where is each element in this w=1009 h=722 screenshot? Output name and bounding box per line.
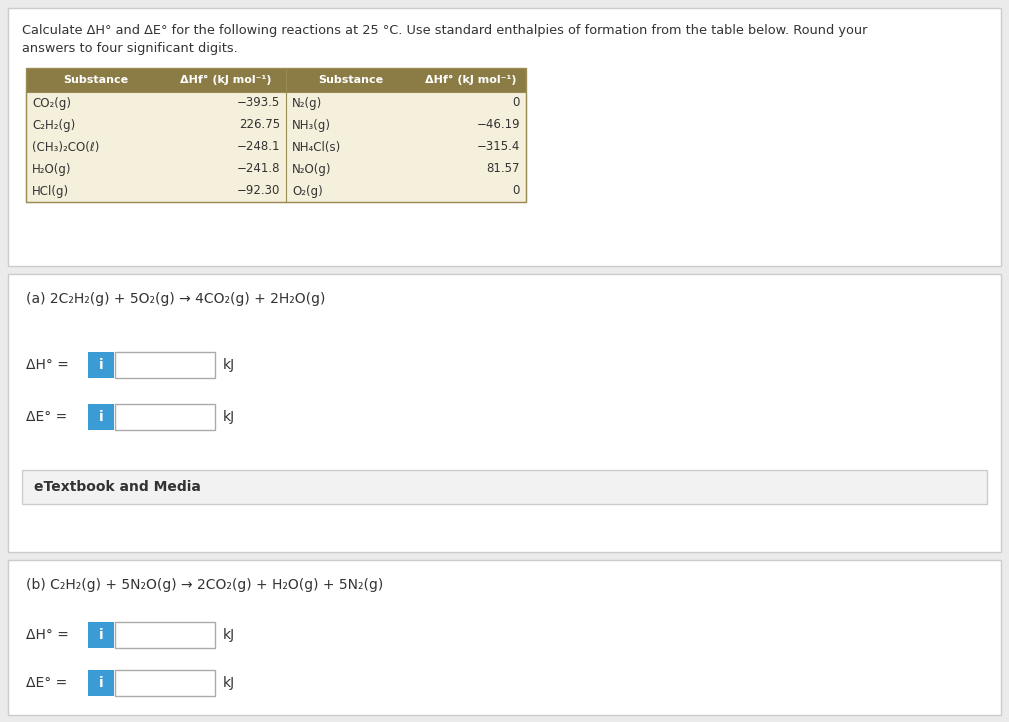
Text: Substance: Substance bbox=[319, 75, 383, 85]
Text: ΔE° =: ΔE° = bbox=[26, 676, 68, 690]
Text: Substance: Substance bbox=[64, 75, 128, 85]
Text: H₂O(g): H₂O(g) bbox=[32, 162, 72, 175]
Bar bbox=[26, 68, 526, 92]
Bar bbox=[26, 68, 526, 202]
Text: 0: 0 bbox=[513, 185, 520, 198]
Text: Calculate ΔH° and ΔE° for the following reactions at 25 °C. Use standard enthalp: Calculate ΔH° and ΔE° for the following … bbox=[22, 24, 868, 37]
Bar bbox=[115, 352, 215, 378]
Text: −393.5: −393.5 bbox=[237, 97, 281, 110]
Text: −46.19: −46.19 bbox=[476, 118, 520, 131]
Text: −248.1: −248.1 bbox=[236, 141, 281, 154]
Text: HCl(g): HCl(g) bbox=[32, 185, 70, 198]
Text: N₂O(g): N₂O(g) bbox=[292, 162, 332, 175]
Bar bbox=[8, 274, 1001, 552]
Text: ΔE° =: ΔE° = bbox=[26, 410, 68, 424]
Text: −92.30: −92.30 bbox=[237, 185, 281, 198]
Text: kJ: kJ bbox=[223, 628, 235, 642]
Text: (a) 2C₂H₂(g) + 5O₂(g) → 4CO₂(g) + 2H₂O(g): (a) 2C₂H₂(g) + 5O₂(g) → 4CO₂(g) + 2H₂O(g… bbox=[26, 292, 325, 306]
Bar bbox=[88, 352, 114, 378]
Text: i: i bbox=[99, 676, 103, 690]
Bar bbox=[22, 470, 987, 504]
Text: eTextbook and Media: eTextbook and Media bbox=[34, 480, 201, 494]
Text: −241.8: −241.8 bbox=[236, 162, 281, 175]
Text: 81.57: 81.57 bbox=[486, 162, 520, 175]
Text: (b) C₂H₂(g) + 5N₂O(g) → 2CO₂(g) + H₂O(g) + 5N₂(g): (b) C₂H₂(g) + 5N₂O(g) → 2CO₂(g) + H₂O(g)… bbox=[26, 578, 383, 592]
Text: 226.75: 226.75 bbox=[239, 118, 281, 131]
Text: NH₄Cl(s): NH₄Cl(s) bbox=[292, 141, 341, 154]
Bar bbox=[88, 622, 114, 648]
Bar bbox=[8, 8, 1001, 266]
Text: kJ: kJ bbox=[223, 676, 235, 690]
Text: answers to four significant digits.: answers to four significant digits. bbox=[22, 42, 238, 55]
Text: N₂(g): N₂(g) bbox=[292, 97, 322, 110]
Text: i: i bbox=[99, 410, 103, 424]
Bar bbox=[88, 670, 114, 696]
Text: kJ: kJ bbox=[223, 358, 235, 372]
Text: ΔH° =: ΔH° = bbox=[26, 358, 69, 372]
Text: kJ: kJ bbox=[223, 410, 235, 424]
Text: 0: 0 bbox=[513, 97, 520, 110]
Bar bbox=[26, 92, 526, 202]
Text: ΔHf° (kJ mol⁻¹): ΔHf° (kJ mol⁻¹) bbox=[425, 75, 517, 85]
Text: i: i bbox=[99, 358, 103, 372]
Text: O₂(g): O₂(g) bbox=[292, 185, 323, 198]
Text: i: i bbox=[99, 628, 103, 642]
Text: C₂H₂(g): C₂H₂(g) bbox=[32, 118, 76, 131]
Bar bbox=[115, 622, 215, 648]
Bar bbox=[88, 404, 114, 430]
Text: ΔHf° (kJ mol⁻¹): ΔHf° (kJ mol⁻¹) bbox=[181, 75, 271, 85]
Text: NH₃(g): NH₃(g) bbox=[292, 118, 331, 131]
Text: −315.4: −315.4 bbox=[476, 141, 520, 154]
Bar bbox=[115, 670, 215, 696]
Bar bbox=[115, 404, 215, 430]
Bar bbox=[8, 560, 1001, 715]
Text: CO₂(g): CO₂(g) bbox=[32, 97, 71, 110]
Text: ΔH° =: ΔH° = bbox=[26, 628, 69, 642]
Text: (CH₃)₂CO(ℓ): (CH₃)₂CO(ℓ) bbox=[32, 141, 99, 154]
